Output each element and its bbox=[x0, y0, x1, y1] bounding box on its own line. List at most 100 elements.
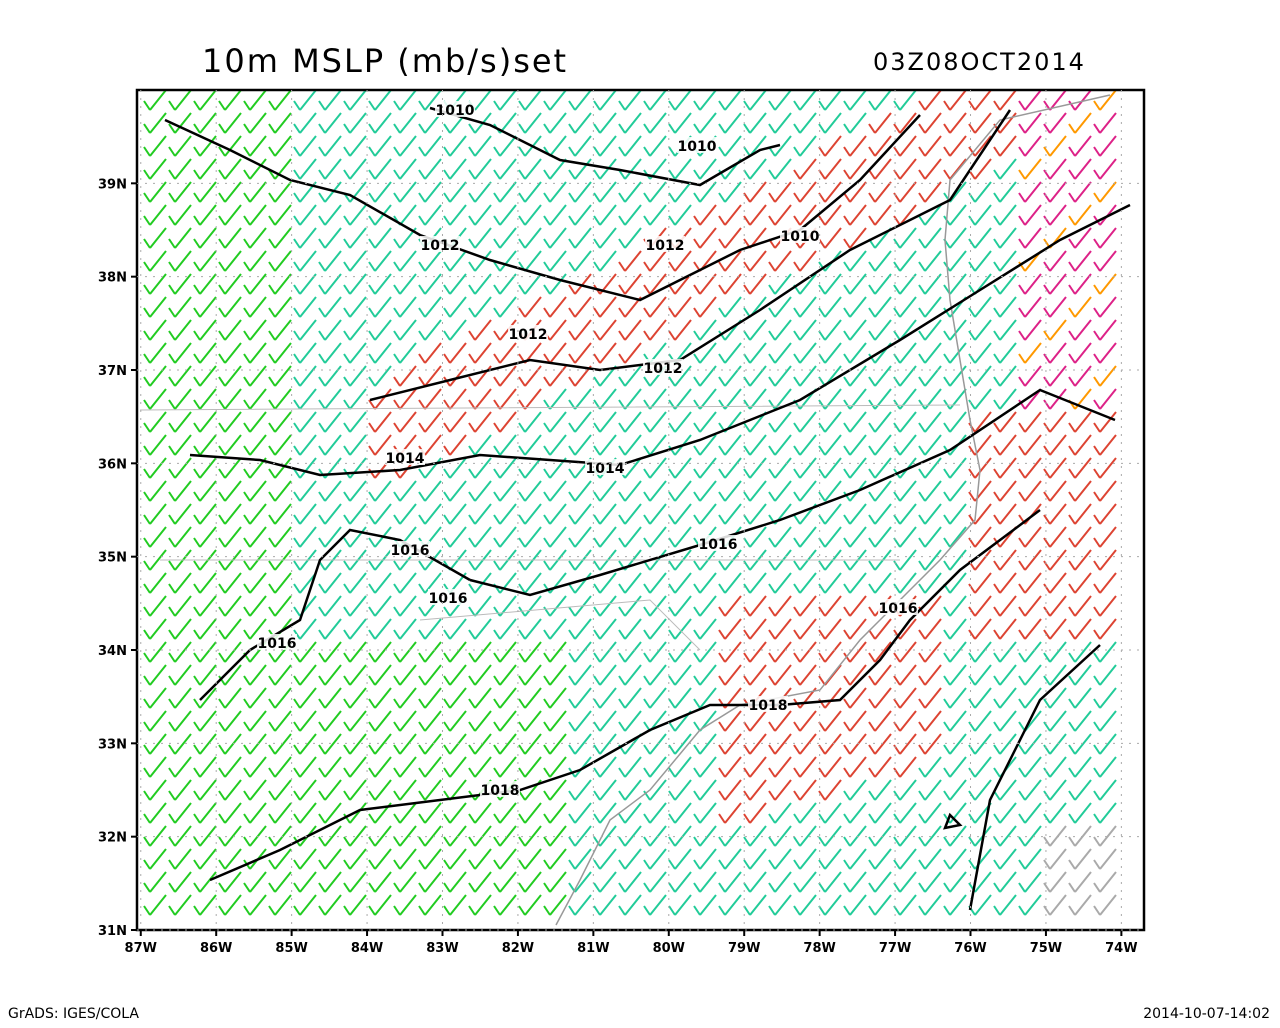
wind-barb bbox=[593, 89, 617, 111]
wind-barb bbox=[243, 181, 267, 203]
wind-barb bbox=[618, 526, 642, 548]
wind-barb bbox=[718, 204, 742, 226]
wind-barb bbox=[1093, 158, 1117, 180]
coastline bbox=[139, 94, 1111, 926]
wind-barb bbox=[993, 342, 1017, 364]
wind-barb bbox=[318, 779, 342, 801]
wind-barb bbox=[318, 526, 342, 548]
wind-barb bbox=[993, 227, 1017, 249]
wind-barb bbox=[318, 710, 342, 732]
wind-barb bbox=[343, 273, 367, 295]
wind-barb bbox=[693, 181, 717, 203]
wind-barb bbox=[143, 181, 167, 203]
wind-barb bbox=[318, 273, 342, 295]
wind-barb bbox=[318, 733, 342, 755]
wind-barb bbox=[193, 480, 217, 502]
wind-barb bbox=[368, 756, 392, 778]
wind-barb bbox=[768, 802, 792, 824]
wind-barb bbox=[1093, 89, 1117, 111]
wind-barb bbox=[293, 204, 317, 226]
wind-barb bbox=[368, 503, 392, 525]
wind-barb bbox=[218, 227, 242, 249]
wind-barb bbox=[268, 296, 292, 318]
contour-label-bg bbox=[508, 325, 548, 341]
wind-barb bbox=[1093, 135, 1117, 157]
wind-barb bbox=[893, 710, 917, 732]
wind-barb bbox=[593, 871, 617, 893]
contour-label-bg bbox=[780, 227, 820, 243]
wind-barb bbox=[168, 802, 192, 824]
wind-barb bbox=[993, 802, 1017, 824]
wind-barb bbox=[793, 848, 817, 870]
wind-barb bbox=[418, 503, 442, 525]
wind-barb bbox=[868, 641, 892, 663]
wind-barb bbox=[318, 89, 342, 111]
wind-barb bbox=[168, 434, 192, 456]
wind-barb bbox=[168, 296, 192, 318]
wind-barb bbox=[343, 480, 367, 502]
wind-barb bbox=[843, 664, 867, 686]
wind-barb bbox=[243, 411, 267, 433]
wind-barb bbox=[493, 641, 517, 663]
wind-barb bbox=[443, 342, 467, 364]
wind-barb bbox=[618, 618, 642, 640]
wind-barb bbox=[143, 756, 167, 778]
wind-barb bbox=[143, 250, 167, 272]
wind-barb bbox=[768, 273, 792, 295]
wind-barb bbox=[768, 250, 792, 272]
wind-barb bbox=[218, 710, 242, 732]
wind-barb bbox=[518, 802, 542, 824]
contour-label: 1014 bbox=[386, 451, 425, 467]
wind-barb bbox=[143, 733, 167, 755]
wind-barb bbox=[1043, 319, 1067, 341]
wind-barb bbox=[868, 664, 892, 686]
wind-barb bbox=[968, 250, 992, 272]
wind-barb bbox=[1093, 411, 1117, 433]
wind-barb bbox=[1018, 411, 1042, 433]
wind-barb bbox=[818, 848, 842, 870]
wind-barb bbox=[793, 250, 817, 272]
wind-barb bbox=[843, 756, 867, 778]
wind-barb bbox=[618, 871, 642, 893]
wind-barb bbox=[343, 871, 367, 893]
wind-barb bbox=[1068, 825, 1092, 847]
wind-barb bbox=[918, 181, 942, 203]
wind-barb bbox=[718, 457, 742, 479]
wind-barb bbox=[293, 641, 317, 663]
wind-barb bbox=[818, 526, 842, 548]
wind-barb bbox=[893, 112, 917, 134]
wind-barb bbox=[293, 894, 317, 916]
wind-barb bbox=[668, 365, 692, 387]
wind-barb bbox=[393, 135, 417, 157]
wind-barb bbox=[1093, 733, 1117, 755]
wind-barb bbox=[643, 779, 667, 801]
wind-barb bbox=[143, 388, 167, 410]
wind-barb bbox=[893, 664, 917, 686]
contour-label: 1016 bbox=[391, 543, 430, 559]
wind-barb bbox=[693, 457, 717, 479]
wind-barb bbox=[718, 572, 742, 594]
wind-barb bbox=[293, 365, 317, 387]
wind-barb bbox=[268, 158, 292, 180]
wind-barb bbox=[393, 572, 417, 594]
wind-barb bbox=[768, 181, 792, 203]
wind-barb bbox=[918, 250, 942, 272]
wind-barb bbox=[993, 733, 1017, 755]
wind-barb bbox=[418, 296, 442, 318]
wind-barb bbox=[743, 871, 767, 893]
wind-barb bbox=[643, 894, 667, 916]
wind-barb bbox=[1018, 204, 1042, 226]
wind-barb bbox=[843, 802, 867, 824]
wind-barb bbox=[818, 756, 842, 778]
wind-barb bbox=[343, 457, 367, 479]
wind-barb bbox=[393, 319, 417, 341]
wind-barb bbox=[218, 457, 242, 479]
wind-barb bbox=[793, 342, 817, 364]
wind-barb bbox=[1043, 457, 1067, 479]
wind-barb bbox=[168, 825, 192, 847]
wind-barb bbox=[893, 181, 917, 203]
wind-barb bbox=[1018, 319, 1042, 341]
wind-barb bbox=[793, 457, 817, 479]
wind-barb bbox=[643, 756, 667, 778]
wind-barb bbox=[668, 411, 692, 433]
